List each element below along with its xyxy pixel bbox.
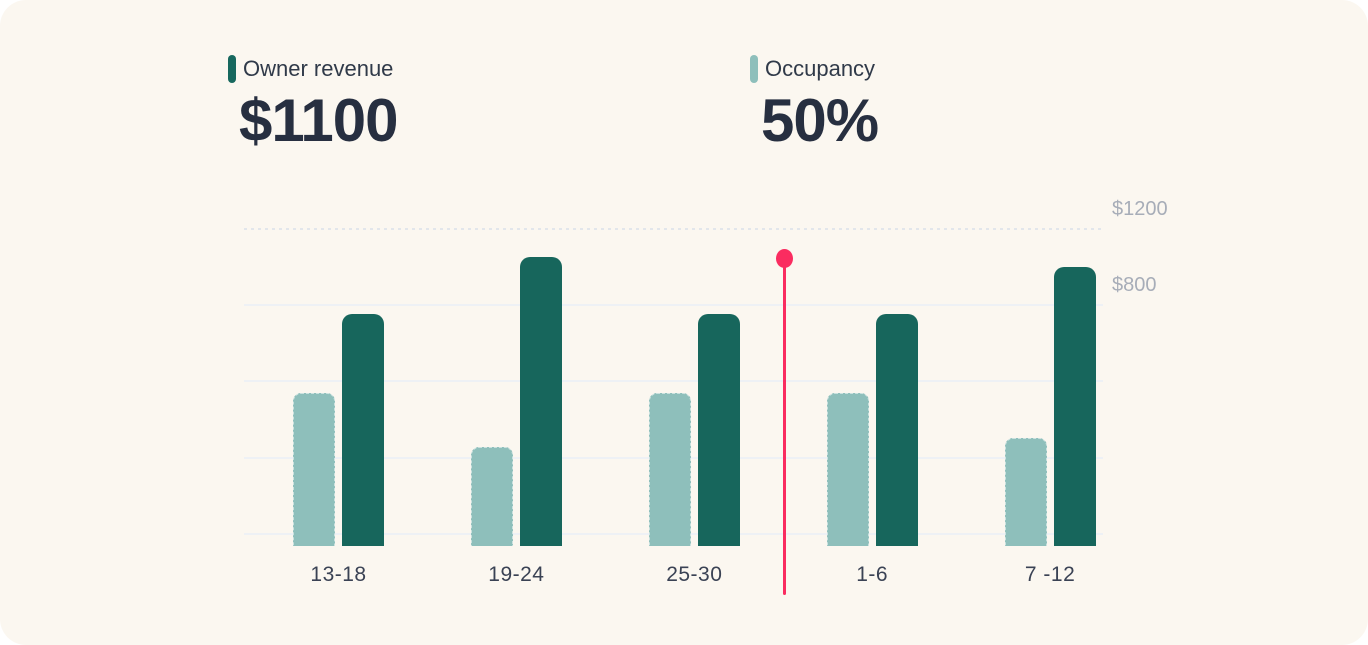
gridline (244, 380, 1103, 383)
owner-revenue-label: Owner revenue (243, 56, 394, 81)
x-axis-label: 13-18 (310, 563, 367, 586)
bar-owner-revenue (1053, 266, 1096, 546)
bar-occupancy (826, 393, 869, 546)
owner-revenue-legend-marker (228, 55, 236, 83)
gridline (244, 304, 1103, 307)
x-axis-label: 25-30 (666, 563, 723, 586)
x-axis-label: 1-6 (856, 563, 889, 586)
today-marker-line (782, 258, 786, 595)
gridline (244, 228, 1103, 230)
bar-owner-revenue (519, 256, 562, 546)
bar-occupancy (470, 447, 513, 546)
bar-occupancy (1004, 437, 1047, 546)
occupancy-value: 50% (761, 87, 879, 154)
owner-revenue-value: $1100 (239, 87, 399, 154)
occupancy-label: Occupancy (765, 56, 876, 81)
bar-owner-revenue (342, 314, 384, 546)
y-axis-tick-label: $1200 (1112, 198, 1168, 220)
today-marker-dot (775, 248, 793, 268)
x-axis-label: 19-24 (488, 563, 545, 586)
bar-occupancy (293, 393, 335, 546)
y-axis-tick-label: $800 (1112, 274, 1157, 297)
bar-owner-revenue (875, 314, 918, 546)
bar-owner-revenue (697, 314, 740, 546)
bar-occupancy (648, 393, 691, 546)
x-axis-label: 7 -12 (1024, 563, 1076, 586)
occupancy-legend-marker (750, 55, 758, 83)
